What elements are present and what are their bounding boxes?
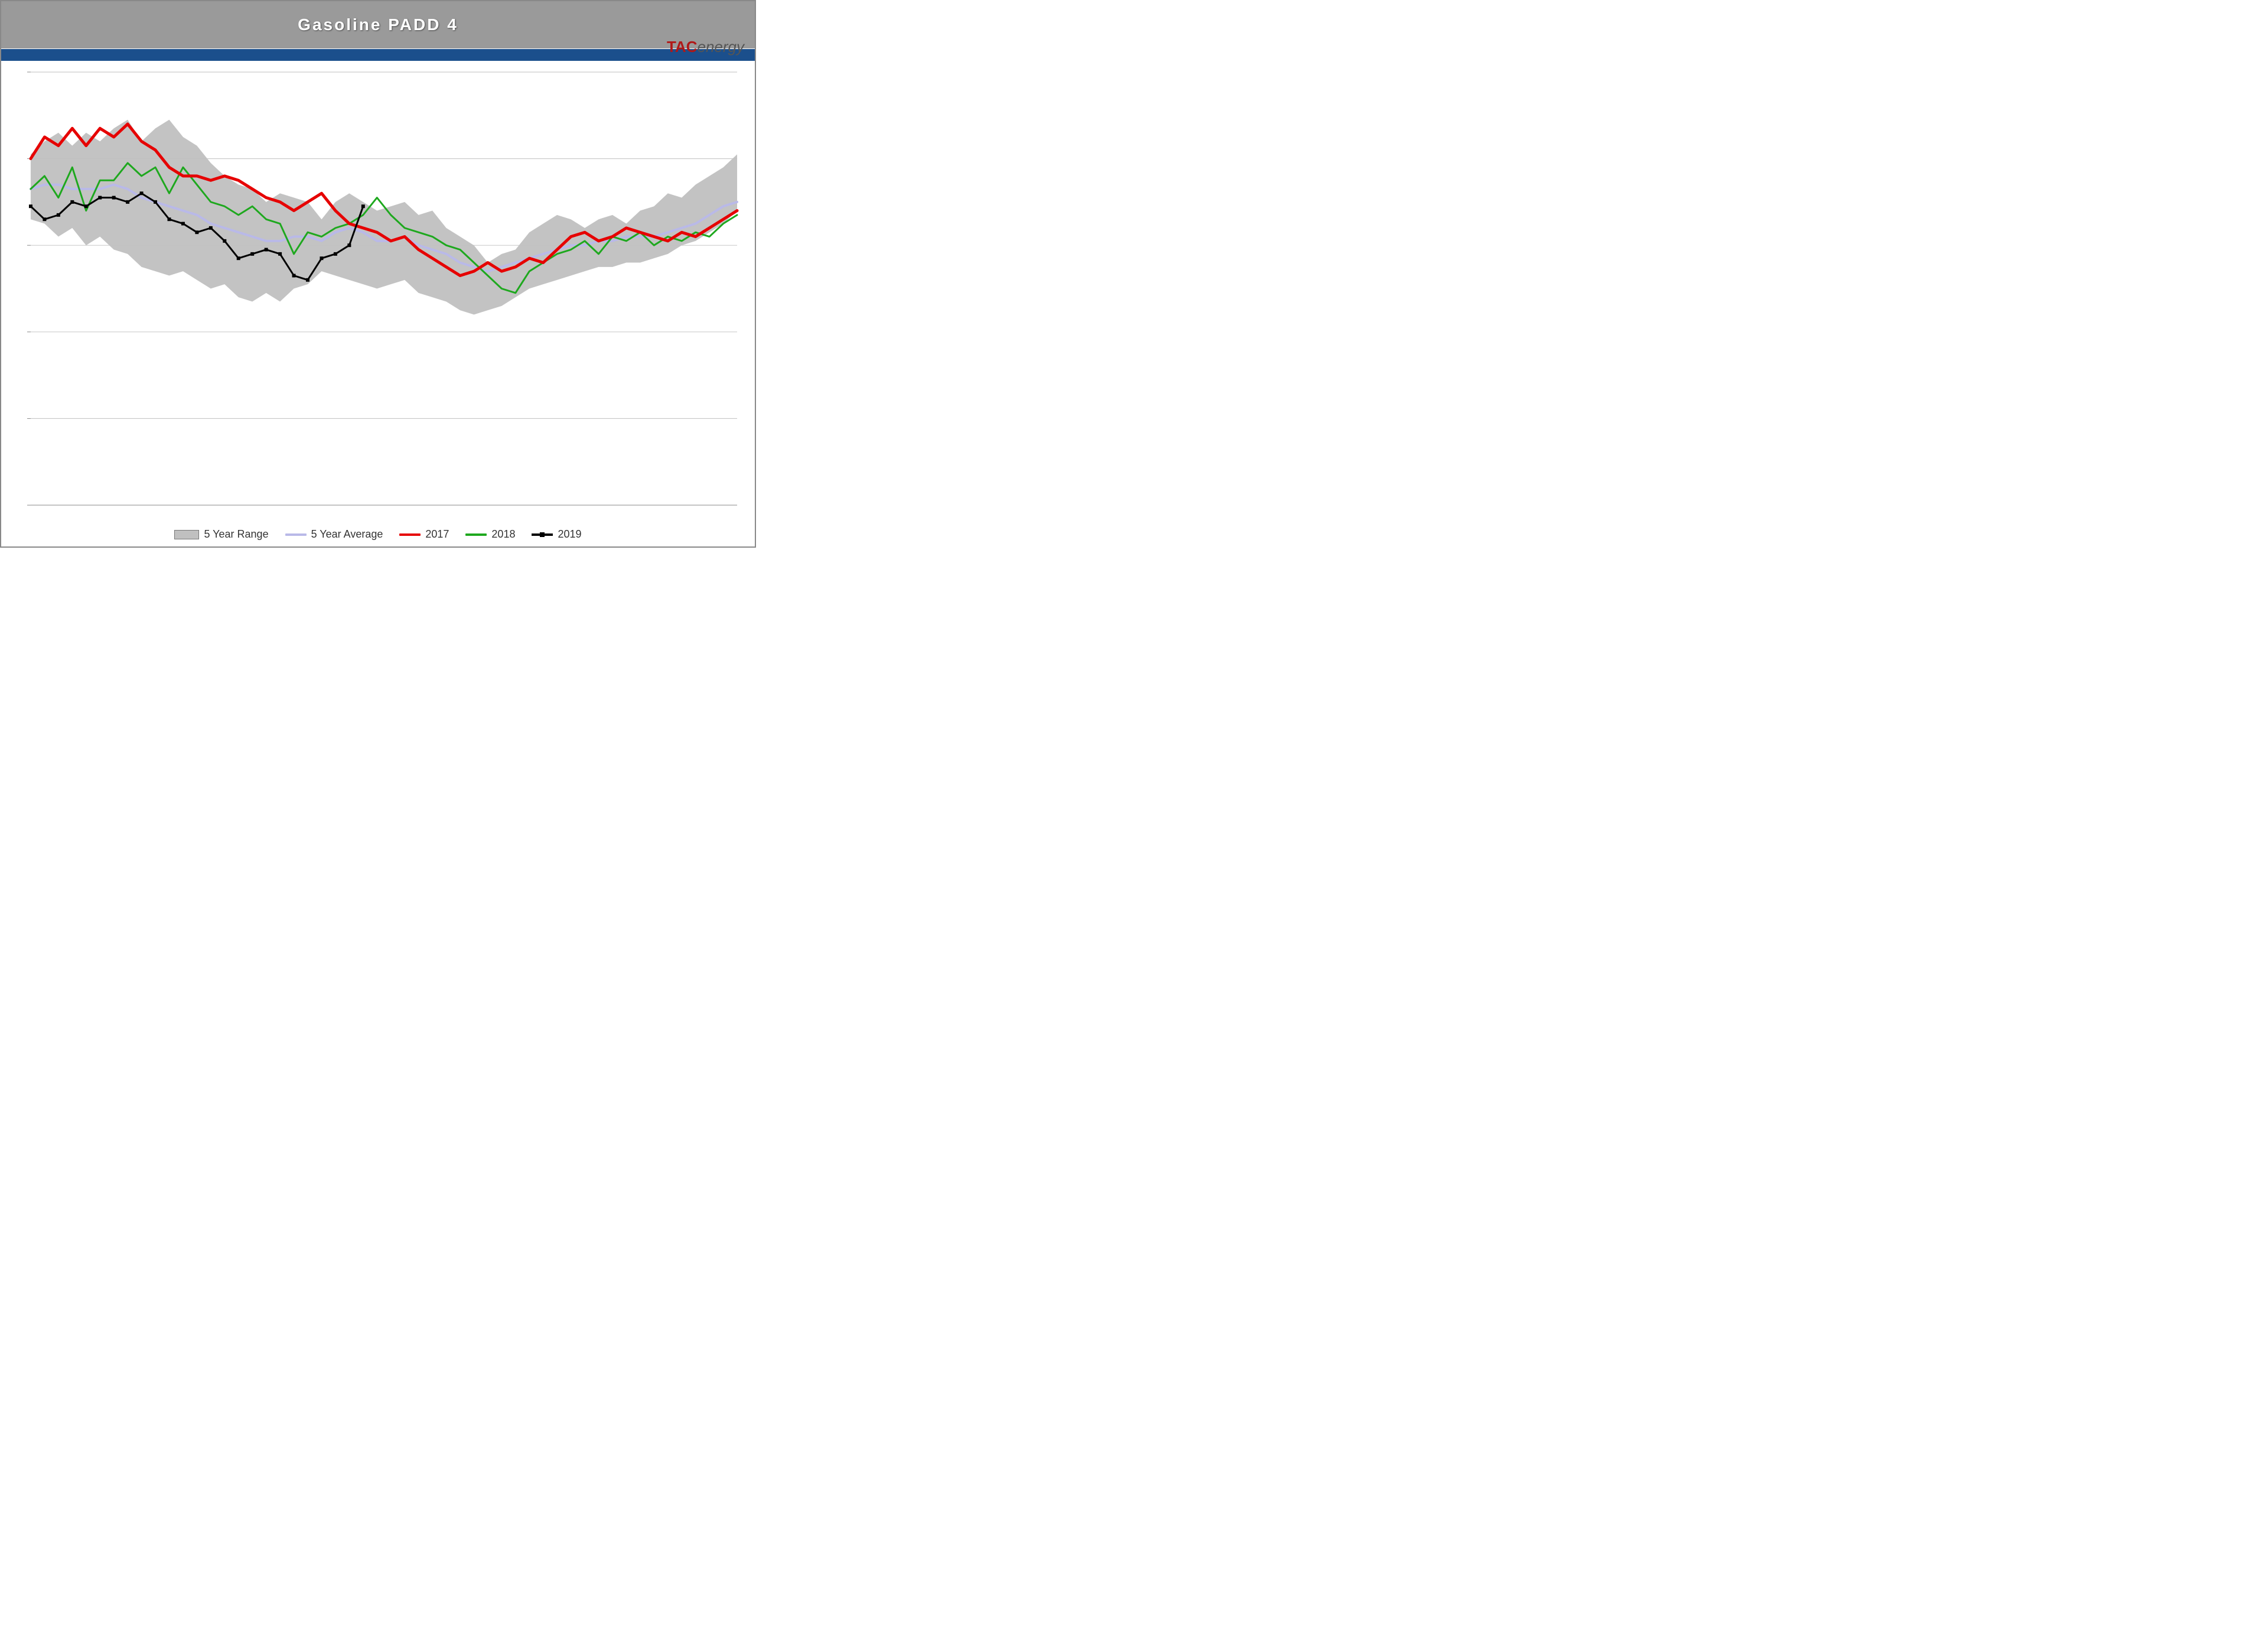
blue-strip [1,48,755,61]
legend-label: 5 Year Range [204,528,268,541]
brand-logo: TACenergy [667,38,744,56]
chart-title: Gasoline PADD 4 [298,15,458,34]
legend-swatch-2018 [465,533,487,536]
legend-item-2017: 2017 [399,528,449,541]
chart-frame: Gasoline PADD 4 TACenergy 5 Year Range 5… [0,0,756,548]
legend-item-range: 5 Year Range [174,528,268,541]
legend-swatch-2017 [399,533,421,536]
logo-right: energy [698,38,745,56]
logo-left: TAC [667,38,698,56]
chart-svg [25,66,743,511]
legend-label: 2019 [558,528,581,541]
legend-item-2018: 2018 [465,528,515,541]
legend-item-2019: 2019 [532,528,581,541]
legend-swatch-2019 [532,533,553,536]
legend: 5 Year Range 5 Year Average 2017 2018 20… [1,528,755,541]
plot-area [25,66,743,511]
legend-swatch-range [174,530,199,539]
legend-label: 5 Year Average [311,528,383,541]
legend-label: 2018 [491,528,515,541]
title-bar: Gasoline PADD 4 [1,1,755,48]
legend-label: 2017 [425,528,449,541]
legend-item-avg: 5 Year Average [285,528,383,541]
legend-swatch-avg [285,533,307,536]
